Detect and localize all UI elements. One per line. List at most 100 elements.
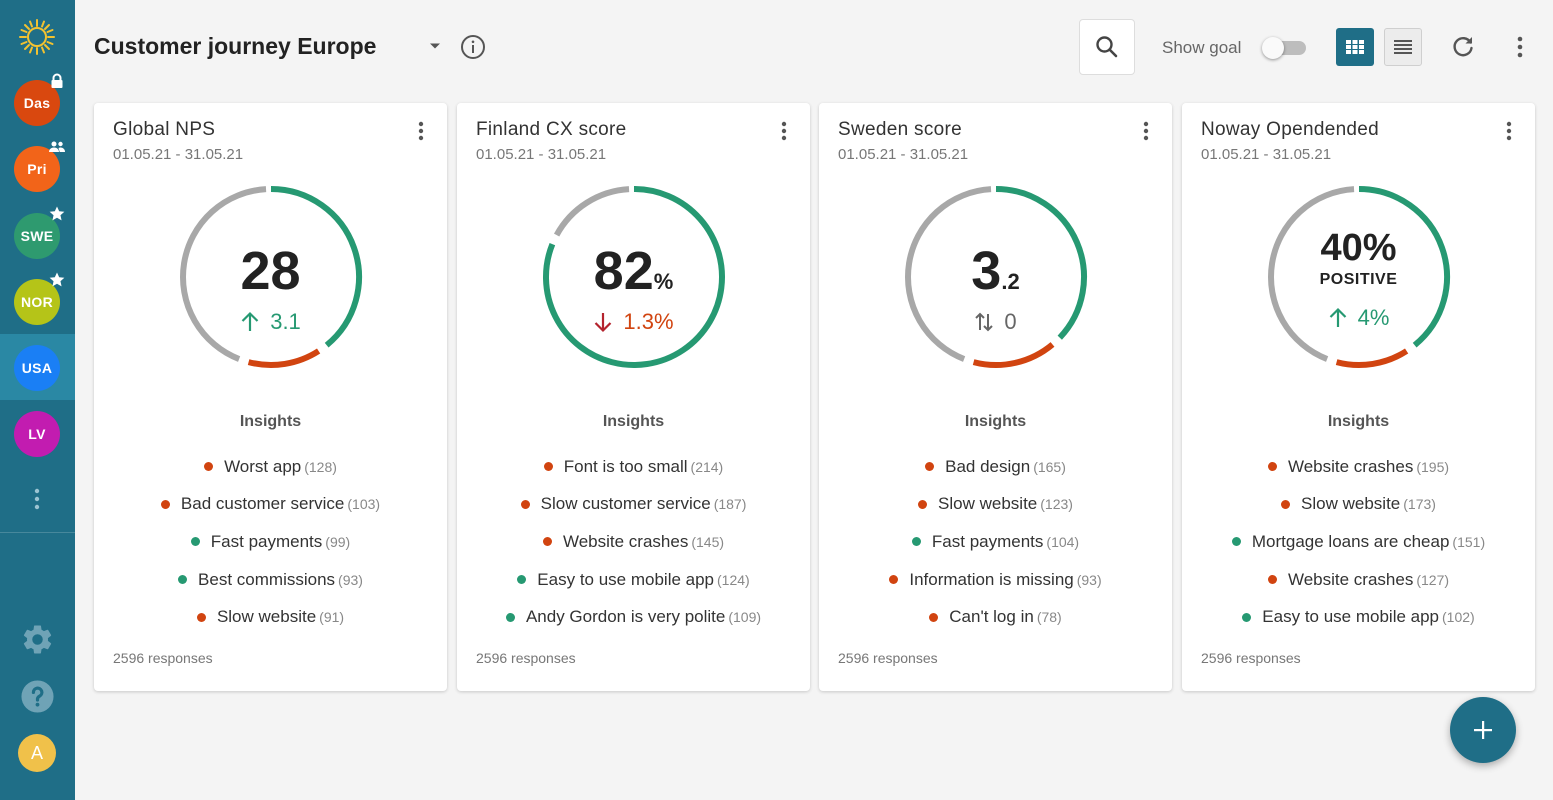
gauge-positive-arc	[270, 186, 363, 348]
workspace-usa[interactable]: USA	[14, 345, 60, 391]
sentiment-dot	[925, 462, 935, 472]
sidebar: Das Pri SWE NOR USA LV A	[0, 0, 75, 800]
info-icon[interactable]	[460, 34, 486, 60]
metric-card[interactable]: Noway Opendended 01.05.21 - 31.05.21 40% PO…	[1182, 103, 1535, 691]
workspace-label: SWE	[20, 228, 54, 244]
insight-item[interactable]: Website crashes (195)	[1182, 448, 1535, 486]
workspace-lv[interactable]: LV	[14, 411, 60, 457]
insight-item[interactable]: Website crashes (145)	[457, 523, 810, 561]
workspace-label: USA	[21, 360, 53, 376]
show-goal-toggle[interactable]	[1262, 37, 1306, 59]
sentiment-dot	[190, 537, 200, 547]
workspace-label: Pri	[27, 161, 47, 177]
insight-item[interactable]: Best commissions (93)	[94, 561, 447, 599]
metric-card[interactable]: Sweden score 01.05.21 - 31.05.21 3.2 0 Insig…	[819, 103, 1172, 691]
workspace-nor[interactable]: NOR	[14, 272, 65, 325]
insight-text: Andy Gordon is very polite	[525, 607, 726, 627]
search-button[interactable]	[1079, 19, 1135, 75]
insight-item[interactable]: Slow website (123)	[819, 486, 1172, 524]
insight-item[interactable]: Information is missing (93)	[819, 561, 1172, 599]
insight-item[interactable]: Bad design (165)	[819, 448, 1172, 486]
sun-logo-icon[interactable]	[18, 18, 56, 56]
score-value-wrap: 28	[94, 241, 447, 301]
metric-card[interactable]: Global NPS 01.05.21 - 31.05.21 28 3.1 Insigh…	[94, 103, 447, 691]
arrow-up-icon	[1329, 307, 1346, 327]
sentiment-dot	[204, 462, 214, 472]
sentiment-dot	[1267, 575, 1277, 585]
insight-count: (128)	[304, 458, 337, 475]
insight-text: Font is too small	[563, 456, 688, 476]
sentiment-dot	[160, 499, 170, 509]
delta-value: 1.3%	[623, 309, 674, 334]
insight-text: Information is missing	[909, 569, 1074, 589]
user-avatar[interactable]: A	[18, 734, 56, 772]
workspace-label: Das	[23, 95, 51, 111]
responses-count: 2596 responses	[113, 650, 213, 666]
insight-item[interactable]: Font is too small (214)	[457, 448, 810, 486]
gauge-positive-arc	[995, 186, 1087, 340]
more-workspaces-icon[interactable]	[27, 486, 47, 512]
responses-count: 2596 responses	[1201, 650, 1301, 666]
insight-text: Mortgage loans are cheap	[1251, 531, 1450, 551]
insight-item[interactable]: Fast payments (99)	[94, 523, 447, 561]
grid-view-button[interactable]	[1336, 28, 1374, 66]
insight-count: (214)	[690, 458, 724, 475]
add-widget-button[interactable]	[1450, 697, 1516, 763]
workspace-label: LV	[28, 426, 46, 442]
chevron-down-icon[interactable]	[426, 37, 444, 55]
refresh-icon[interactable]	[1449, 33, 1477, 61]
insight-item[interactable]: Bad customer service (103)	[94, 486, 447, 524]
lock-icon	[48, 72, 66, 90]
more-vert-icon[interactable]	[411, 119, 431, 143]
show-goal-label: Show goal	[1162, 38, 1242, 57]
insight-count: (145)	[691, 533, 725, 550]
insight-text: Website crashes	[1287, 569, 1414, 589]
list-view-button[interactable]	[1384, 28, 1422, 66]
insight-text: Slow website	[938, 494, 1038, 514]
help-icon[interactable]	[20, 679, 55, 714]
star-icon	[48, 271, 66, 289]
insight-item[interactable]: Mortgage loans are cheap (151)	[1182, 523, 1535, 561]
score-suffix: .2	[1001, 269, 1020, 294]
workspace-das[interactable]: Das	[14, 73, 63, 126]
insight-item[interactable]: Slow website (91)	[94, 598, 447, 636]
sentiment-dot	[520, 499, 530, 509]
workspace-pri[interactable]: Pri	[14, 141, 65, 192]
insights-list: Font is too small (214) Slow customer serv…	[457, 448, 810, 636]
score-gauge	[543, 186, 725, 368]
insight-item[interactable]: Andy Gordon is very polite (109)	[457, 598, 810, 636]
insight-item[interactable]: Can't log in (78)	[819, 598, 1172, 636]
sentiment-dot	[918, 499, 928, 509]
insight-item[interactable]: Website crashes (127)	[1182, 561, 1535, 599]
gauge-neutral-arc	[553, 186, 630, 237]
insight-text: Easy to use mobile app	[537, 569, 715, 589]
insight-text: Fast payments	[931, 531, 1044, 551]
more-vert-icon[interactable]	[1136, 119, 1156, 143]
metric-card[interactable]: Finland CX score 01.05.21 - 31.05.21 82% 1.…	[457, 103, 810, 691]
insight-count: (165)	[1033, 458, 1066, 475]
insight-item[interactable]: Fast payments (104)	[819, 523, 1172, 561]
more-vert-icon[interactable]	[774, 119, 794, 143]
score-value: 40%	[1320, 227, 1397, 269]
insight-item[interactable]: Easy to use mobile app (102)	[1182, 598, 1535, 636]
gauge-negative-arc	[247, 348, 321, 368]
more-vert-icon[interactable]	[1499, 119, 1519, 143]
insight-item[interactable]: Slow website (173)	[1182, 486, 1535, 524]
list-view-icon	[1394, 40, 1412, 54]
card-date-range: 01.05.21 - 31.05.21	[838, 146, 969, 163]
workspace-swe[interactable]: SWE	[14, 206, 65, 259]
insight-item[interactable]: Slow customer service (187)	[457, 486, 810, 524]
card-date-range: 01.05.21 - 31.05.21	[1201, 146, 1332, 163]
insight-count: (123)	[1040, 496, 1073, 513]
insight-count: (109)	[728, 609, 762, 626]
sidebar-divider	[0, 532, 75, 533]
insight-item[interactable]: Easy to use mobile app (124)	[457, 561, 810, 599]
insight-text: Website crashes	[562, 531, 689, 551]
gauge-negative-arc	[1335, 348, 1409, 368]
gear-icon[interactable]	[20, 622, 55, 657]
sentiment-dot	[178, 575, 188, 585]
insight-item[interactable]: Worst app (128)	[94, 448, 447, 486]
sentiment-dot	[911, 537, 921, 547]
insights-heading: Insights	[1327, 413, 1390, 430]
more-vert-icon[interactable]	[1508, 33, 1532, 61]
